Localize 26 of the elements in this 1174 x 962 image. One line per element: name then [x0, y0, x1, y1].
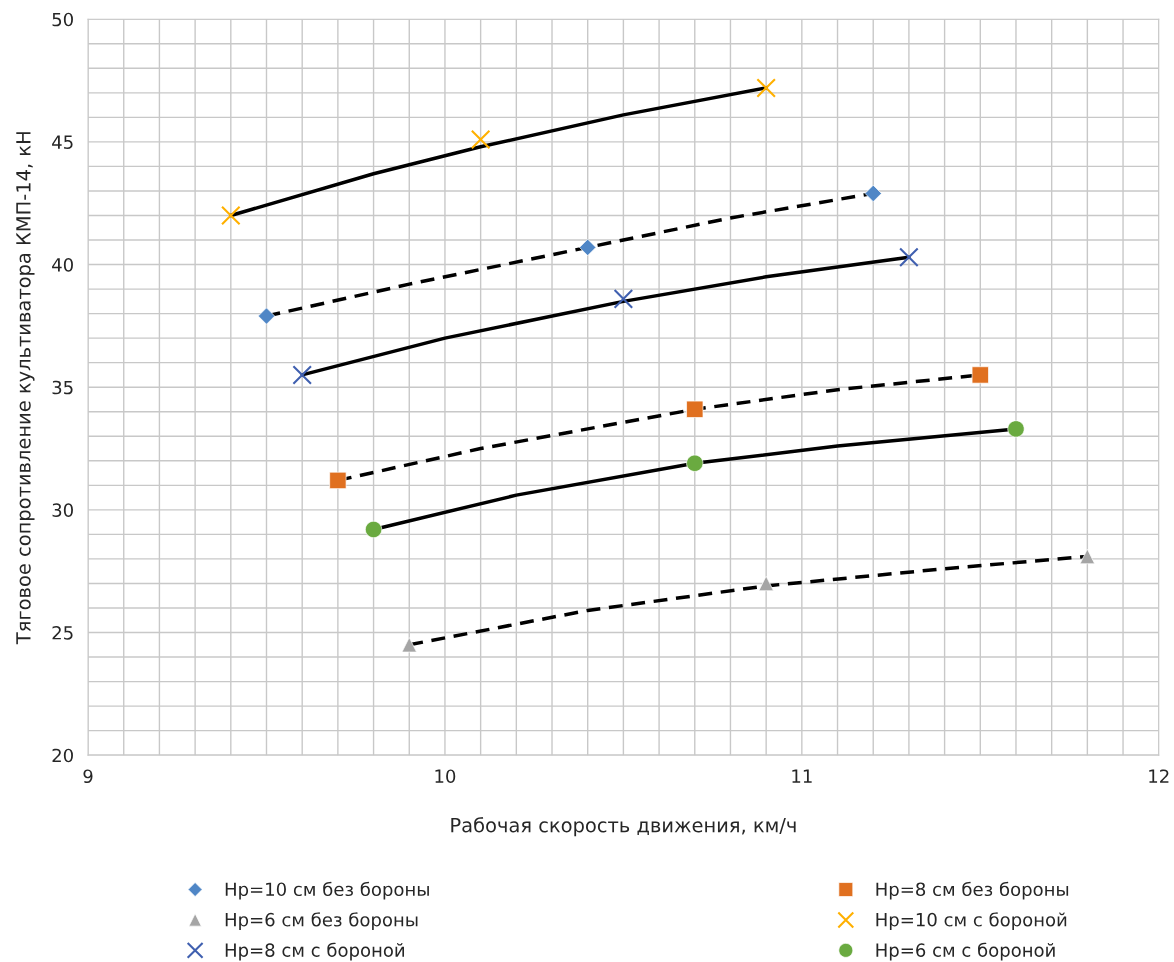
legend-label: Нр=10 см с бороной: [876, 912, 1067, 931]
x-axis-title: Рабочая скорость движения, км/ч: [451, 817, 796, 837]
y-tick-label: 25: [52, 625, 73, 640]
point: [470, 129, 491, 150]
legend-label: Нр=8 см без бороны: [876, 881, 1069, 900]
y-axis-title: Тяговое сопротивление культиватора КМП-14, кН: [16, 132, 35, 645]
point: [756, 78, 776, 98]
point: [864, 184, 882, 202]
legend-label: Нр=10 см без бороны: [225, 881, 429, 900]
legend-label: Нр=6 см с бороной: [876, 942, 1055, 961]
x-tick-label: 12: [1149, 769, 1169, 783]
point: [613, 289, 634, 309]
legend-label: Нр=8 см с бороной: [225, 942, 404, 961]
x-tick-label: 11: [792, 769, 812, 783]
y-tick-label: 50: [52, 12, 73, 27]
legend-label: Нр=6 см без бороны: [225, 912, 418, 931]
x-tick-label: 9: [83, 769, 93, 784]
y-tick-label: 40: [52, 258, 73, 272]
y-tick-label: 30: [52, 503, 73, 517]
point: [292, 365, 313, 385]
x-tick-label: 10: [435, 769, 456, 784]
y-tick-label: 20: [52, 748, 73, 763]
y-tick-label: 35: [52, 380, 73, 395]
point: [899, 247, 919, 268]
point: [220, 205, 241, 226]
y-tick-label: 45: [52, 135, 73, 150]
